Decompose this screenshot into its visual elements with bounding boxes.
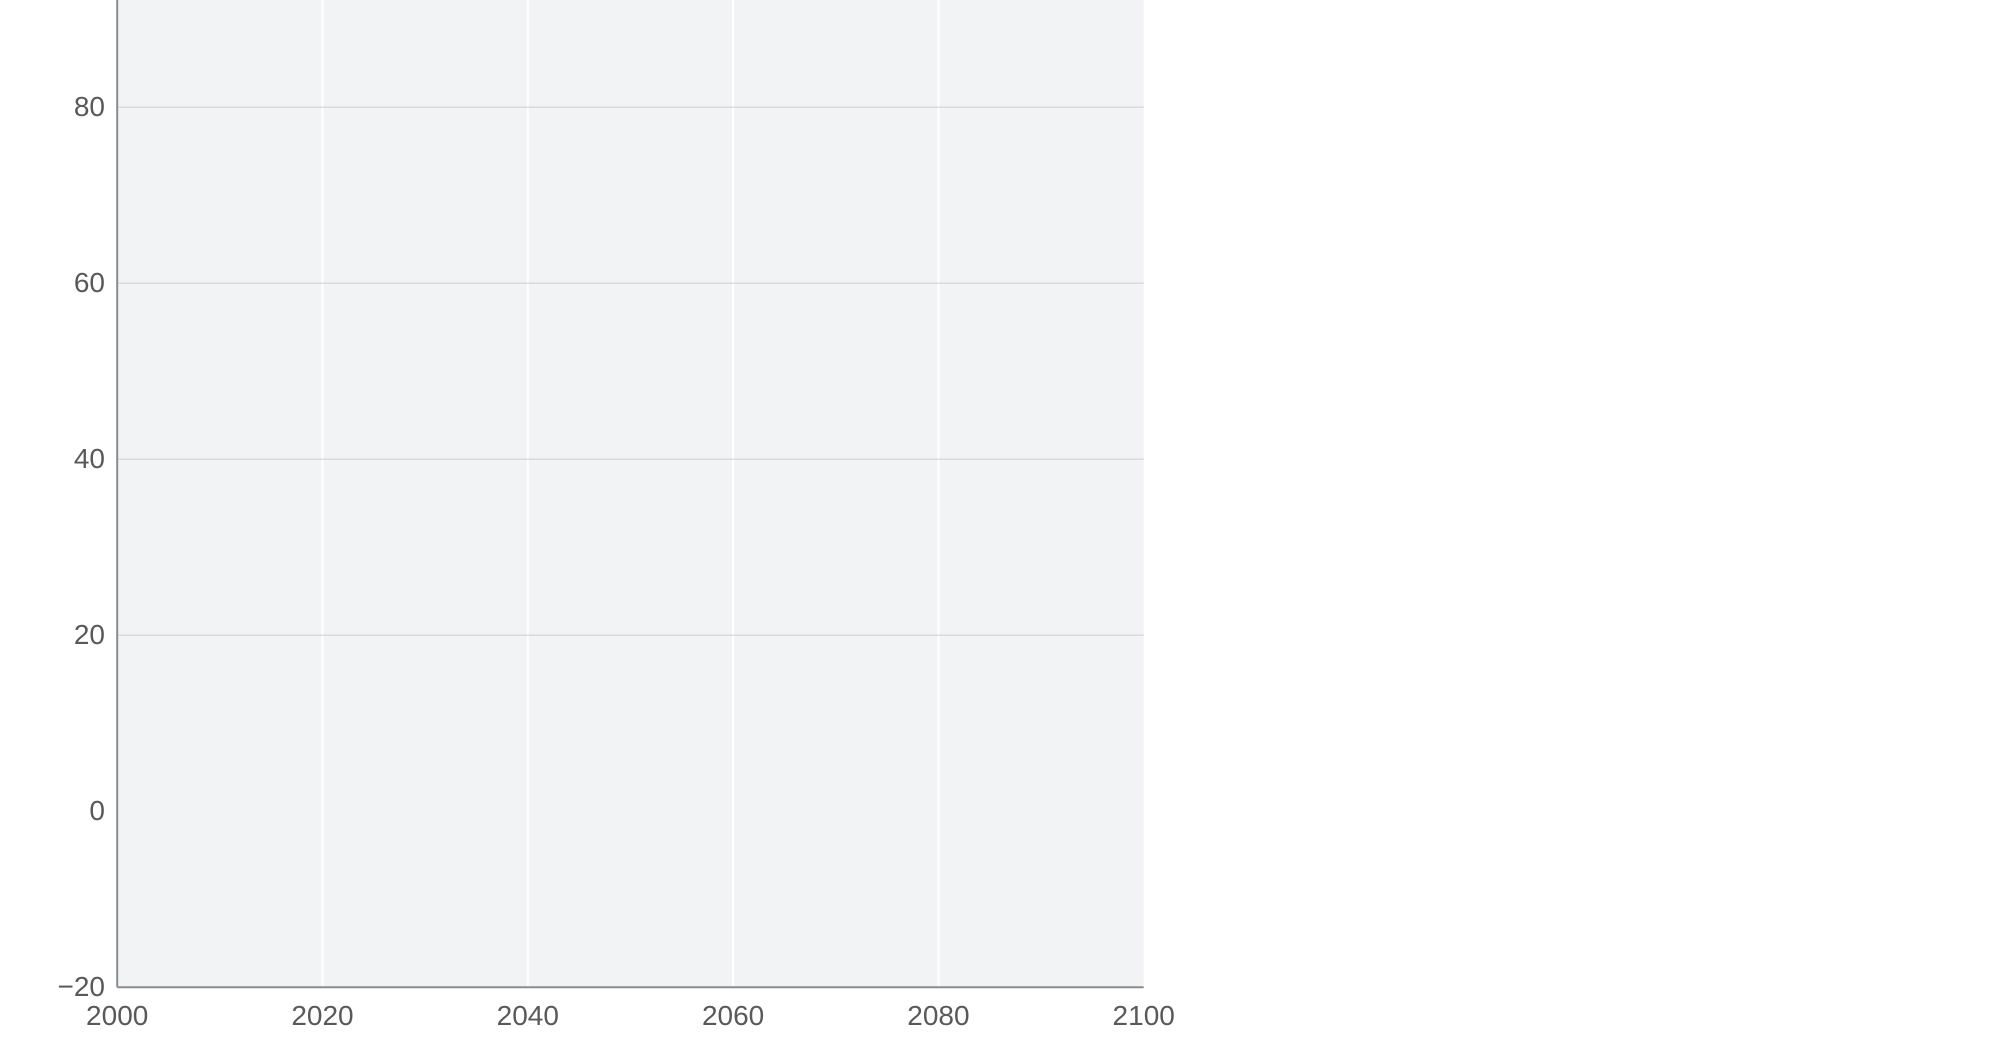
svg-text:2020: 2020 <box>291 1000 353 1031</box>
svg-text:60: 60 <box>74 267 105 298</box>
svg-text:2080: 2080 <box>907 1000 969 1031</box>
svg-text:−20: −20 <box>58 971 106 1002</box>
svg-text:2000: 2000 <box>86 1000 148 1031</box>
svg-text:2040: 2040 <box>497 1000 559 1031</box>
svg-text:2100: 2100 <box>1113 1000 1175 1031</box>
svg-text:40: 40 <box>74 443 105 474</box>
svg-text:80: 80 <box>74 91 105 122</box>
svg-text:0: 0 <box>89 795 105 826</box>
svg-text:20: 20 <box>74 619 105 650</box>
svg-text:2060: 2060 <box>702 1000 764 1031</box>
